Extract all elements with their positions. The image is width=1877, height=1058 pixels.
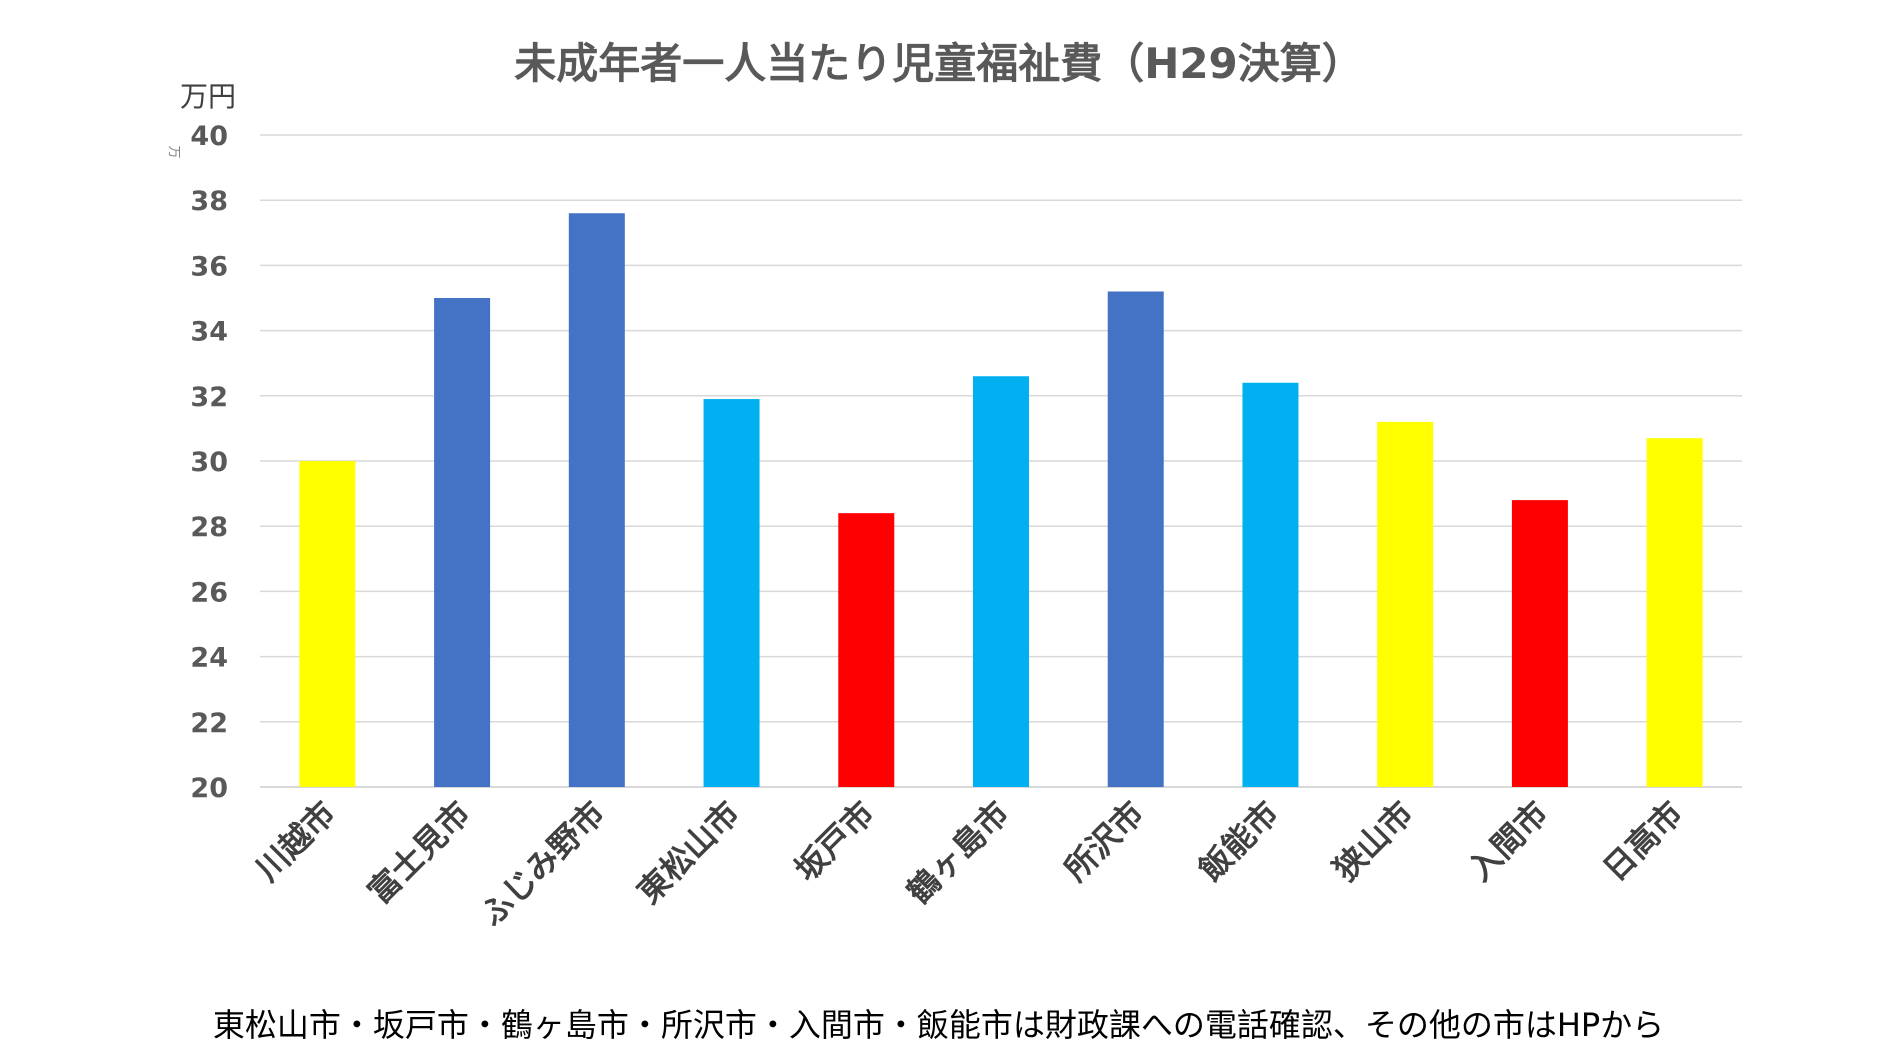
y-tick-label: 30	[190, 447, 228, 478]
y-tick-label: 34	[190, 317, 228, 348]
y-tick-label: 36	[190, 251, 228, 282]
x-category-label: 坂戸市	[787, 794, 882, 889]
bar	[838, 513, 895, 787]
bars	[299, 213, 1703, 788]
x-category-label: 東松山市	[630, 794, 747, 911]
bar	[1107, 291, 1164, 787]
bar	[703, 399, 760, 787]
y-tick-label: 20	[190, 773, 228, 804]
y-axis-unit-small-label: 万	[166, 145, 181, 158]
bar	[1646, 438, 1703, 787]
bar	[299, 461, 356, 787]
bar	[973, 376, 1029, 787]
x-category-label: 所沢市	[1057, 794, 1152, 889]
y-axis-unit-label: 万円	[180, 80, 236, 113]
y-tick-label: 26	[190, 577, 228, 608]
y-tick-label: 22	[190, 708, 228, 739]
x-category-label: 川越市	[248, 794, 343, 889]
x-category-label: 鶴ヶ島市	[899, 794, 1016, 911]
y-tick-label: 28	[190, 512, 228, 543]
bar	[1242, 382, 1299, 787]
x-category-label: ふじみ野市	[472, 794, 612, 934]
y-tick-label: 40	[190, 121, 228, 152]
y-tick-label: 38	[190, 186, 228, 217]
bar	[568, 213, 625, 788]
x-category-label: 入間市	[1461, 794, 1556, 889]
bar	[434, 298, 491, 787]
bar	[1377, 421, 1434, 787]
bar	[1511, 500, 1568, 787]
x-category-label: 日高市	[1596, 794, 1691, 889]
y-axis-ticks: 20 22 24 26 28 30 32 34 36 38 40	[190, 121, 228, 804]
x-category-label: 飯能市	[1191, 794, 1286, 889]
x-category-label: 富士見市	[360, 794, 477, 911]
footnote: 東松山市・坂戸市・鶴ヶ島市・所沢市・入間市・飯能市は財政課への電話確認、その他の…	[212, 1006, 1665, 1044]
y-tick-label: 24	[190, 643, 228, 674]
chart-title: 未成年者一人当たり児童福祉費（H29決算）	[514, 39, 1364, 88]
x-category-label: 狭山市	[1326, 794, 1421, 889]
y-tick-label: 32	[190, 382, 228, 413]
